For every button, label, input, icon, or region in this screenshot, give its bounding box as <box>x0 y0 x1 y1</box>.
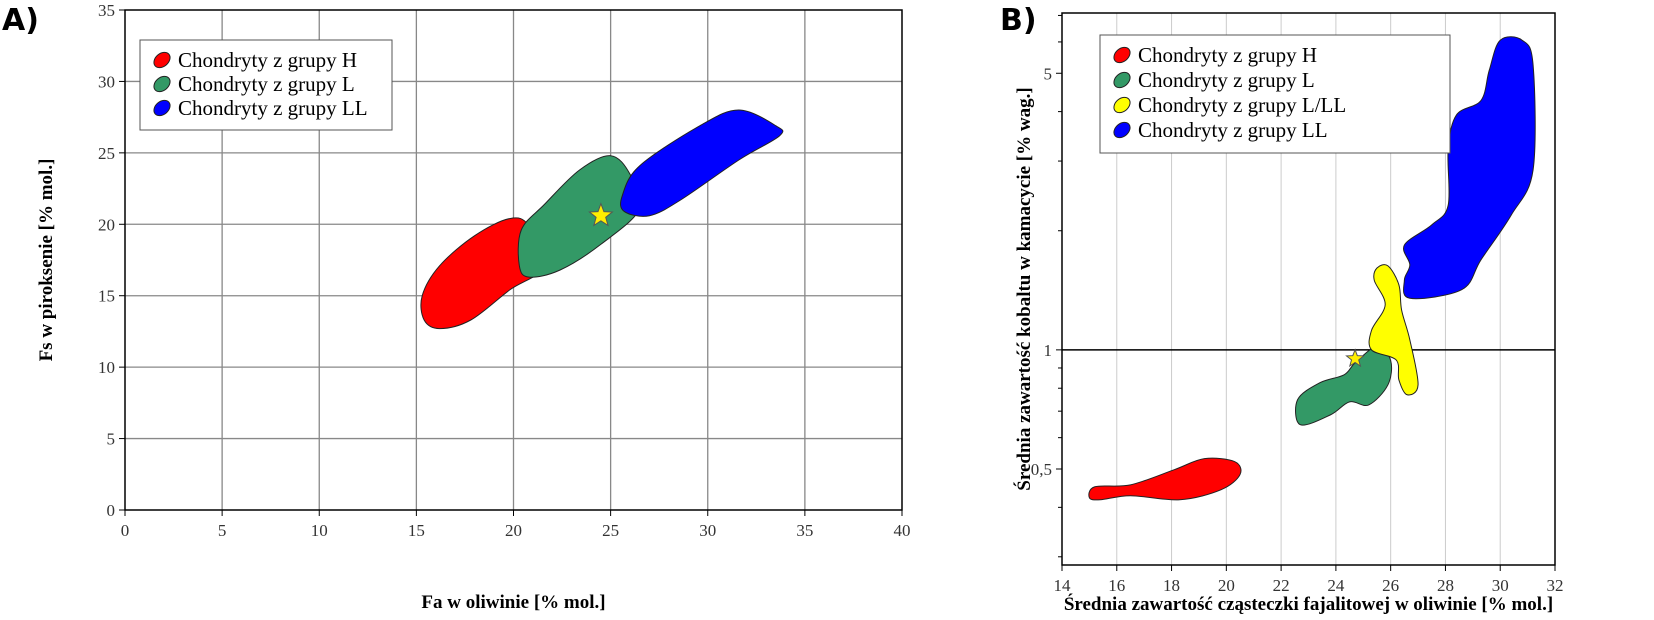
x-tick-label: 35 <box>796 521 813 540</box>
x-tick-label: 24 <box>1327 576 1345 595</box>
x-tick-label: 26 <box>1382 576 1399 595</box>
x-tick-label: 14 <box>1054 576 1072 595</box>
x-tick-label: 28 <box>1437 576 1454 595</box>
x-tick-label: 22 <box>1273 576 1290 595</box>
y-tick-label: 5 <box>107 430 116 449</box>
x-tick-label: 15 <box>408 521 425 540</box>
y-axis-title: Średnia zawartość kobaltu w kamacycie [%… <box>1013 87 1035 490</box>
star-marker <box>588 202 614 227</box>
legend-swatch <box>153 99 171 117</box>
panel-b: B) 14 16 18 20 22 24 26 28 30 32 0,5 1 5 Chondryty z g… <box>1000 3 1564 615</box>
y-tick-label: 0,5 <box>1031 460 1052 479</box>
legend-swatch <box>1113 121 1131 139</box>
plot-frame <box>1061 12 1556 566</box>
panel-label: A) <box>2 3 39 38</box>
y-tick-label: 0 <box>107 501 116 520</box>
x-tick-label: 16 <box>1108 576 1125 595</box>
y-tick-label: 30 <box>98 72 115 91</box>
region-l <box>517 155 642 278</box>
y-tick-label: 1 <box>1044 341 1053 360</box>
region-h <box>1088 457 1242 501</box>
y-tick-label: 35 <box>98 1 115 20</box>
y-tick-label: 10 <box>98 358 115 377</box>
legend-entry: Chondryty z grupy L <box>1138 68 1315 92</box>
x-tick-label: 0 <box>121 521 130 540</box>
x-tick-label: 40 <box>894 521 911 540</box>
y-tick-label: 25 <box>98 144 115 163</box>
panel-a: A) 0 5 10 15 20 25 30 35 40 0 5 10 15 20 25 30 35 Chondryt… <box>2 1 911 613</box>
legend-box <box>1099 34 1451 154</box>
y-tick-label: 15 <box>98 287 115 306</box>
x-axis-title: Średnia zawartość cząsteczki fajalitowej… <box>1064 593 1553 615</box>
region-l <box>1295 345 1393 426</box>
legend-entry: Chondryty z grupy H <box>1138 43 1317 67</box>
y-axis-title: Fs w piroksenie [% mol.] <box>36 159 57 362</box>
region-ll <box>620 109 784 217</box>
region-l-ll <box>1368 264 1419 396</box>
x-axis-title: Fa w oliwinie [% mol.] <box>421 592 605 613</box>
legend-entry: Chondryty z grupy LL <box>178 96 368 120</box>
x-tick-label: 25 <box>602 521 619 540</box>
x-tick-label: 30 <box>1492 576 1509 595</box>
x-tick-label: 5 <box>218 521 227 540</box>
legend-swatch <box>1113 46 1131 64</box>
panel-label: B) <box>1000 3 1037 38</box>
legend-entry: Chondryty z grupy LL <box>1138 118 1328 142</box>
legend-swatch <box>1113 96 1131 114</box>
legend-entry: Chondryty z grupy L <box>178 72 355 96</box>
x-tick-label: 10 <box>311 521 328 540</box>
legend-entry: Chondryty z grupy L/LL <box>1138 93 1346 117</box>
y-tick-label: 20 <box>98 215 115 234</box>
x-tick-label: 30 <box>699 521 716 540</box>
x-tick-label: 18 <box>1163 576 1180 595</box>
x-tick-label: 20 <box>1218 576 1235 595</box>
plot-frame <box>124 9 903 511</box>
legend-swatch <box>1113 71 1131 89</box>
legend-entry: Chondryty z grupy H <box>178 48 357 72</box>
y-tick-label: 5 <box>1044 64 1053 83</box>
x-tick-label: 20 <box>505 521 522 540</box>
legend-swatch <box>153 75 171 93</box>
star-marker <box>1345 348 1365 368</box>
legend-box <box>139 39 393 131</box>
legend-swatch <box>153 51 171 69</box>
x-tick-label: 32 <box>1547 576 1564 595</box>
